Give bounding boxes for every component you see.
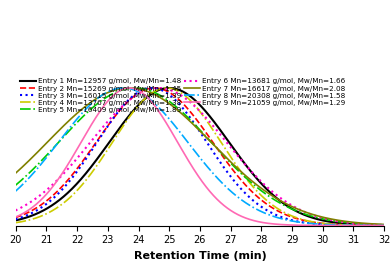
X-axis label: Retention Time (min): Retention Time (min) (134, 251, 266, 261)
Legend: Entry 1 Mn=12957 g/mol, Mw/Mn=1.48, Entry 2 Mn=15269 g/mol, Mw/Mn=1.45, Entry 3 : Entry 1 Mn=12957 g/mol, Mw/Mn=1.48, Entr… (19, 78, 346, 114)
